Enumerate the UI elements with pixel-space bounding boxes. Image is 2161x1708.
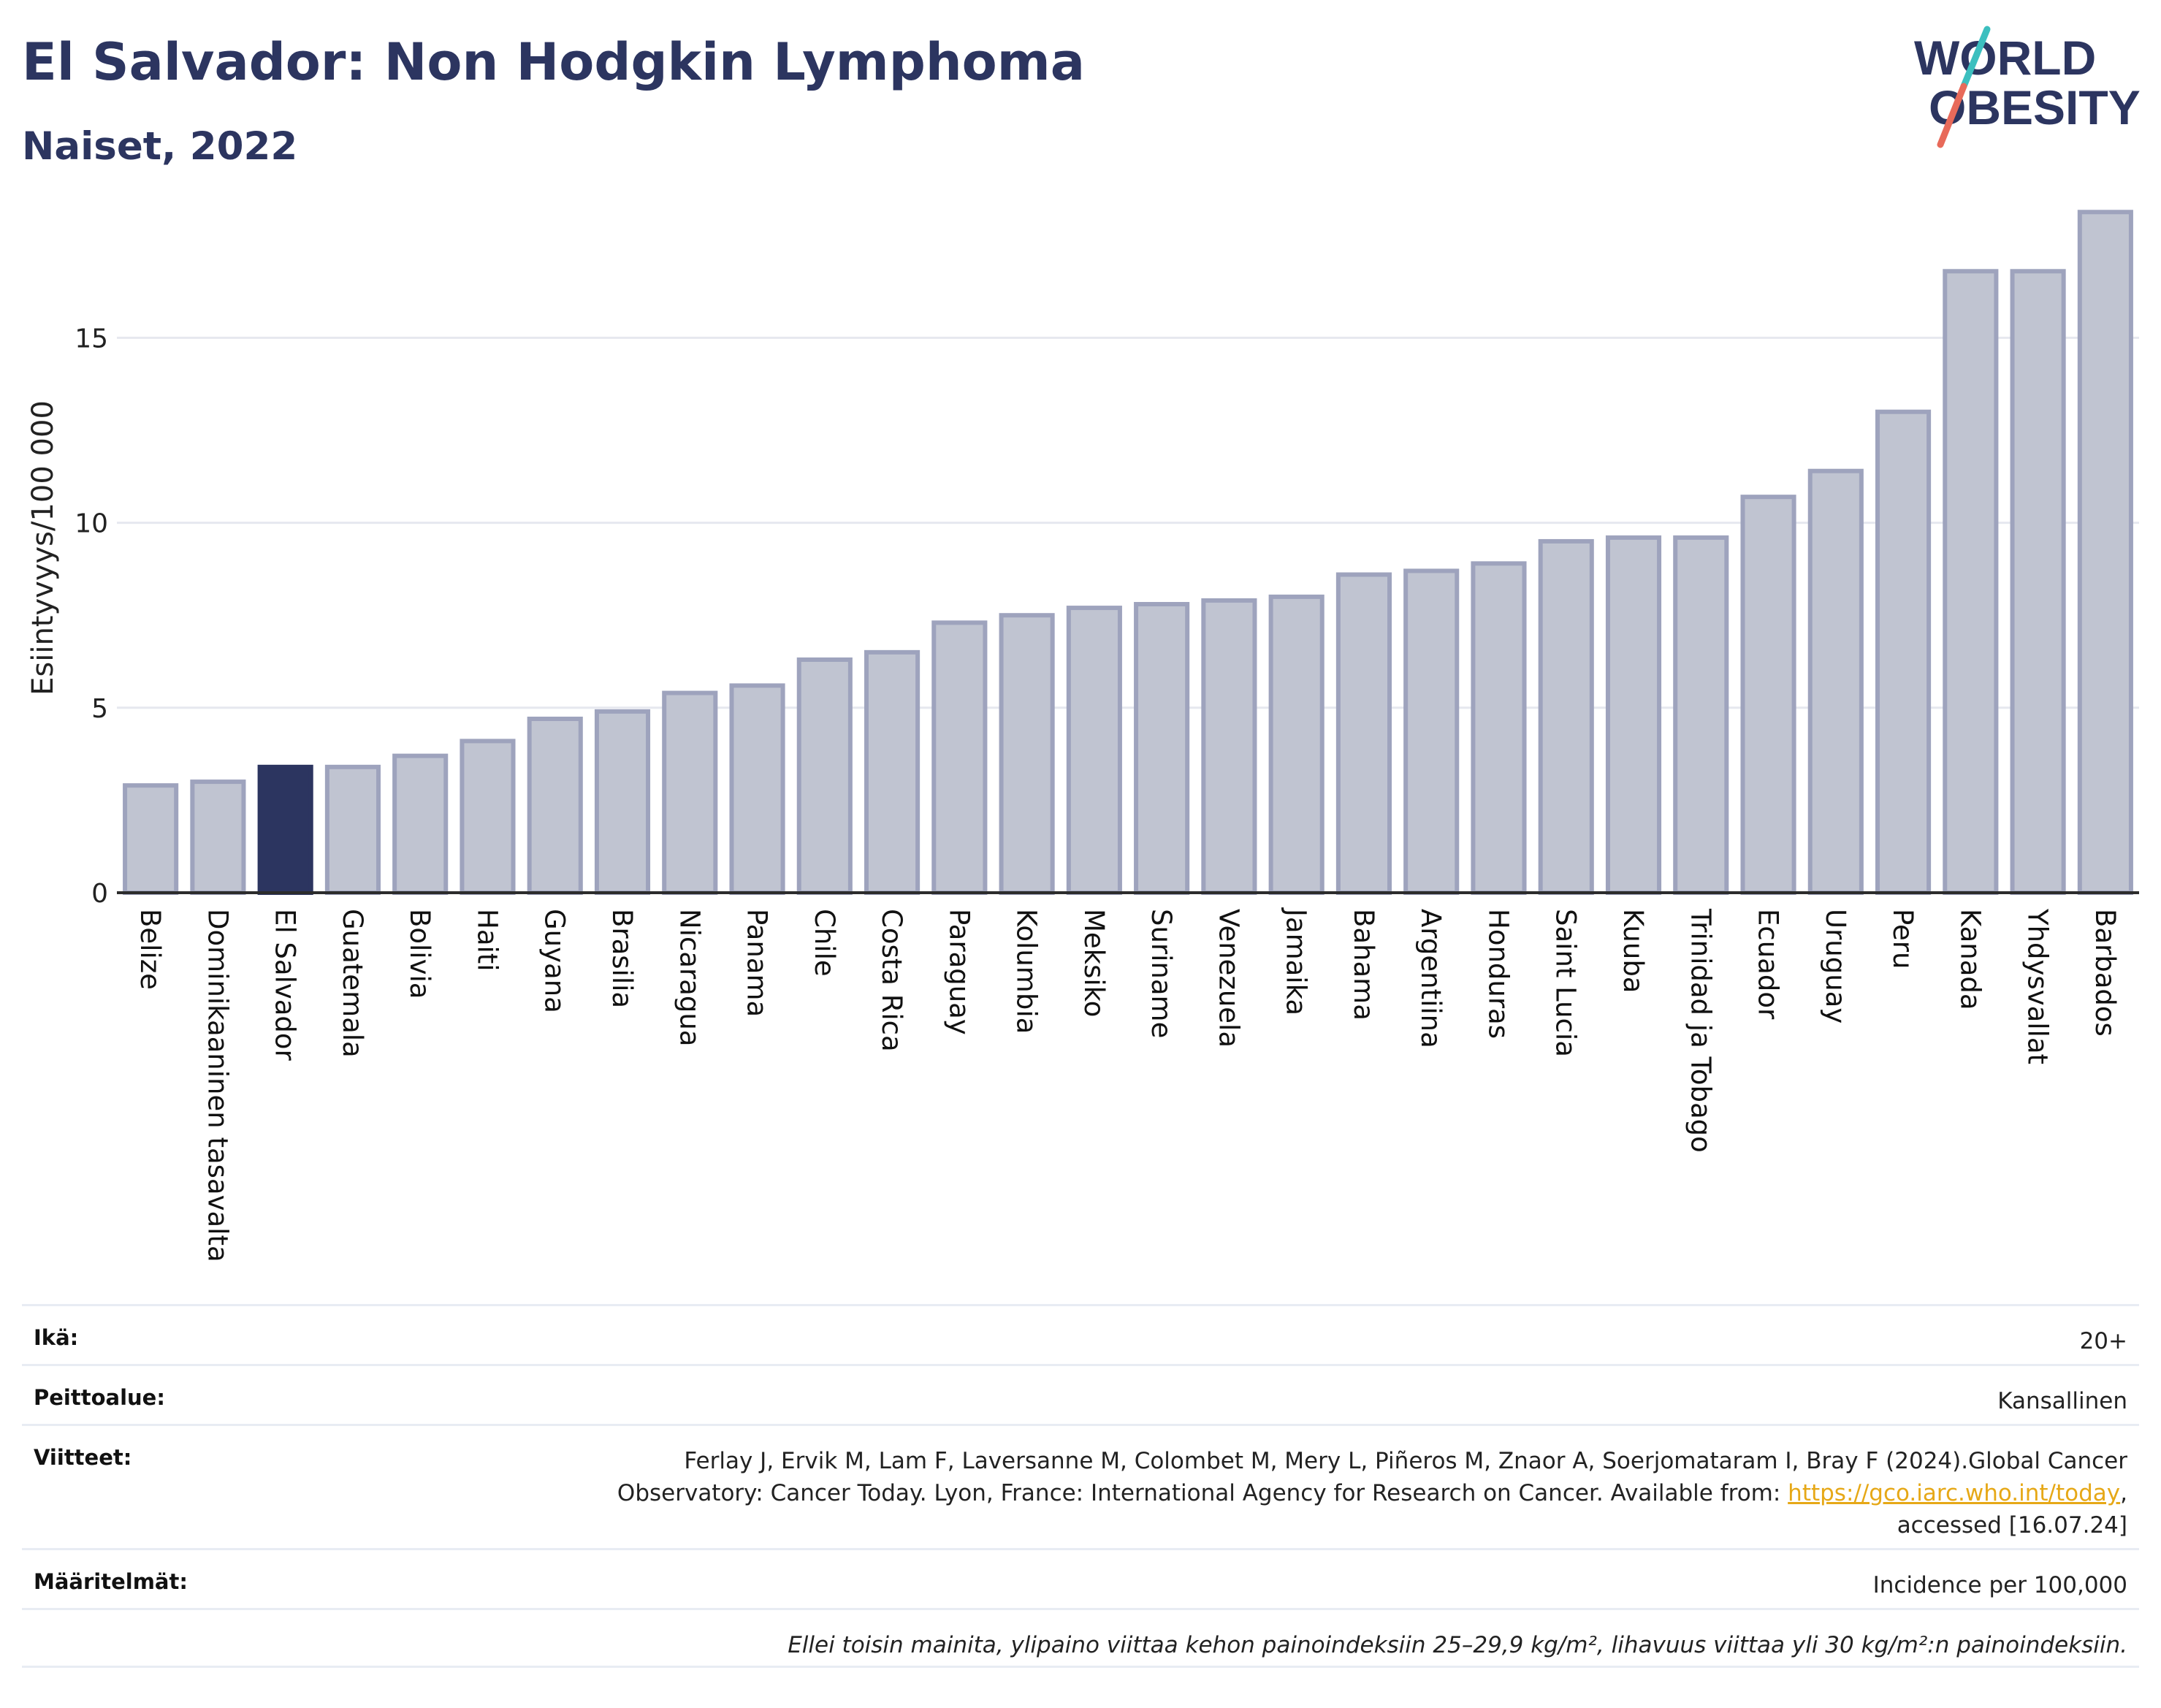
x-tick-label: Belize [134, 909, 166, 990]
x-tick-label: Dominikaaninen tasavalta [202, 909, 233, 1262]
bar-yhdysvallat[interactable] [2010, 269, 2066, 895]
x-tick-label: Meksiko [1078, 909, 1110, 1017]
y-tick-label: 15 [75, 324, 108, 354]
x-tick-label: Panama [742, 909, 773, 1017]
axes: 0 5 10 15 [75, 324, 2139, 909]
x-tick-label: Kuuba [1617, 909, 1649, 993]
x-tick-label: Peru [1887, 909, 1918, 969]
bar-el-salvador[interactable] [257, 764, 313, 896]
age-label: Ikä: [34, 1325, 79, 1350]
references-label: Viitteet: [34, 1445, 132, 1470]
x-tick-label: Paraguay [943, 909, 975, 1035]
logo-word-world: WORLD [1914, 31, 2096, 85]
bar-belize[interactable] [123, 783, 179, 895]
x-tick-label: Venezuela [1213, 909, 1244, 1048]
meta-row-coverage: Peittoalue: Kansallinen [22, 1364, 2139, 1424]
bar-costa-rica[interactable] [864, 649, 921, 895]
logo-slash-teal [1960, 26, 1991, 90]
references-line-3: accessed [16.07.24] [1897, 1512, 2127, 1539]
x-tick-label: Trinidad ja Tobago [1685, 908, 1716, 1153]
x-tick-label: Bahama [1348, 909, 1379, 1021]
bar-trinidad-ja-tobago[interactable] [1673, 535, 1729, 895]
age-value: 20+ [2079, 1328, 2127, 1354]
x-tick-label: Suriname [1146, 909, 1177, 1038]
bar-saint-lucia[interactable] [1538, 538, 1594, 895]
coverage-value: Kansallinen [1997, 1388, 2127, 1414]
references-line-2: Observatory: Cancer Today. Lyon, France:… [617, 1480, 1788, 1506]
x-tick-label: Haiti [471, 909, 503, 972]
x-tick-label: Kanada [1954, 909, 1986, 1010]
meta-row-references: Viitteet: Ferlay J, Ervik M, Lam F, Lave… [22, 1424, 2139, 1548]
world-obesity-logo: WORLD OBESITY [1914, 26, 2141, 148]
bar-kanada[interactable] [1943, 269, 1999, 895]
bar-venezuela[interactable] [1201, 598, 1257, 895]
bar-panama[interactable] [729, 683, 785, 895]
bar-barbados[interactable] [2077, 210, 2133, 895]
x-tick-label: Brasilia [606, 909, 638, 1008]
meta-row-note: Ellei toisin mainita, ylipaino viittaa k… [22, 1608, 2139, 1668]
bar-brasilia[interactable] [594, 709, 651, 895]
bar-honduras[interactable] [1471, 561, 1527, 895]
x-tick-label: Chile [809, 909, 840, 977]
bar-chile[interactable] [796, 657, 853, 895]
bar-kuuba[interactable] [1605, 535, 1662, 895]
bar-haiti[interactable] [460, 739, 516, 896]
x-tick-label: Guatemala [337, 909, 368, 1058]
x-tick-label: Costa Rica [876, 909, 907, 1052]
bar-nicaragua[interactable] [662, 690, 718, 895]
bar-suriname[interactable] [1134, 602, 1190, 896]
x-tick-label: Honduras [1482, 909, 1514, 1039]
bar-bolivia[interactable] [392, 753, 449, 896]
y-tick-label: 0 [91, 879, 108, 909]
x-tick-label: Guyana [539, 909, 571, 1013]
x-tick-label: Argentiina [1415, 909, 1447, 1048]
references-line-1: Ferlay J, Ervik M, Lam F, Laversanne M, … [684, 1448, 2127, 1474]
footnote: Ellei toisin mainita, ylipaino viittaa k… [788, 1632, 2127, 1658]
chart-subtitle: Naiset, 2022 [22, 124, 298, 169]
bar-argentiina[interactable] [1403, 568, 1460, 896]
x-tick-label: Barbados [2089, 909, 2121, 1037]
x-tick-label: El Salvador [270, 909, 301, 1061]
definitions-value: Incidence per 100,000 [1872, 1572, 2127, 1598]
y-axis-label: Esiintyvyys/100 000 [26, 400, 60, 695]
bar-bahama[interactable] [1335, 572, 1392, 895]
bar-jamaika[interactable] [1268, 594, 1325, 895]
chart-title: El Salvador: Non Hodgkin Lymphoma [22, 32, 1085, 92]
coverage-label: Peittoalue: [34, 1385, 165, 1410]
x-tick-label: Ecuador [1753, 909, 1784, 1020]
references-link[interactable]: https://gco.iarc.who.int/today [1788, 1480, 2121, 1506]
bar-peru[interactable] [1875, 409, 1932, 895]
x-tick-label: Jamaika [1281, 907, 1312, 1015]
x-tick-label: Yhdysvallat [2022, 908, 2054, 1064]
bar-paraguay[interactable] [931, 620, 988, 896]
y-tick-label: 10 [75, 509, 108, 539]
x-tick-label: Uruguay [1820, 909, 1851, 1023]
meta-row-age: Ikä: 20+ [22, 1304, 2139, 1364]
meta-row-definitions: Määritelmät: Incidence per 100,000 [22, 1548, 2139, 1608]
x-tick-label: Bolivia [404, 909, 435, 999]
metadata-table: Ikä: 20+ Peittoalue: Kansallinen Viittee… [22, 1304, 2139, 1668]
bar-chart: 0 5 10 15 Belize Dominikaaninen tasavalta El … [26, 210, 2139, 1262]
references-value: Ferlay J, Ervik M, Lam F, Laversanne M, … [617, 1445, 2127, 1541]
bar-guyana[interactable] [527, 717, 583, 895]
x-tick-label: Saint Lucia [1550, 909, 1582, 1057]
gridlines [117, 336, 2139, 709]
bar-meksiko[interactable] [1066, 606, 1122, 895]
bar-uruguay[interactable] [1807, 468, 1864, 895]
bar-kolumbia[interactable] [999, 613, 1055, 895]
logo-slash-coral [1937, 83, 1967, 148]
y-tick-label: 5 [91, 694, 108, 724]
x-tick-label: Kolumbia [1011, 909, 1043, 1034]
references-line-2-end: , [2120, 1480, 2127, 1506]
bar-dominikaaninen-tasavalta[interactable] [190, 779, 246, 895]
category-labels: Belize Dominikaaninen tasavalta El Salvado… [134, 907, 2121, 1262]
definitions-label: Määritelmät: [34, 1569, 188, 1594]
x-tick-label: Nicaragua [674, 909, 705, 1046]
bar-guatemala[interactable] [324, 764, 381, 896]
bars [123, 210, 2133, 896]
bar-ecuador[interactable] [1740, 495, 1796, 895]
